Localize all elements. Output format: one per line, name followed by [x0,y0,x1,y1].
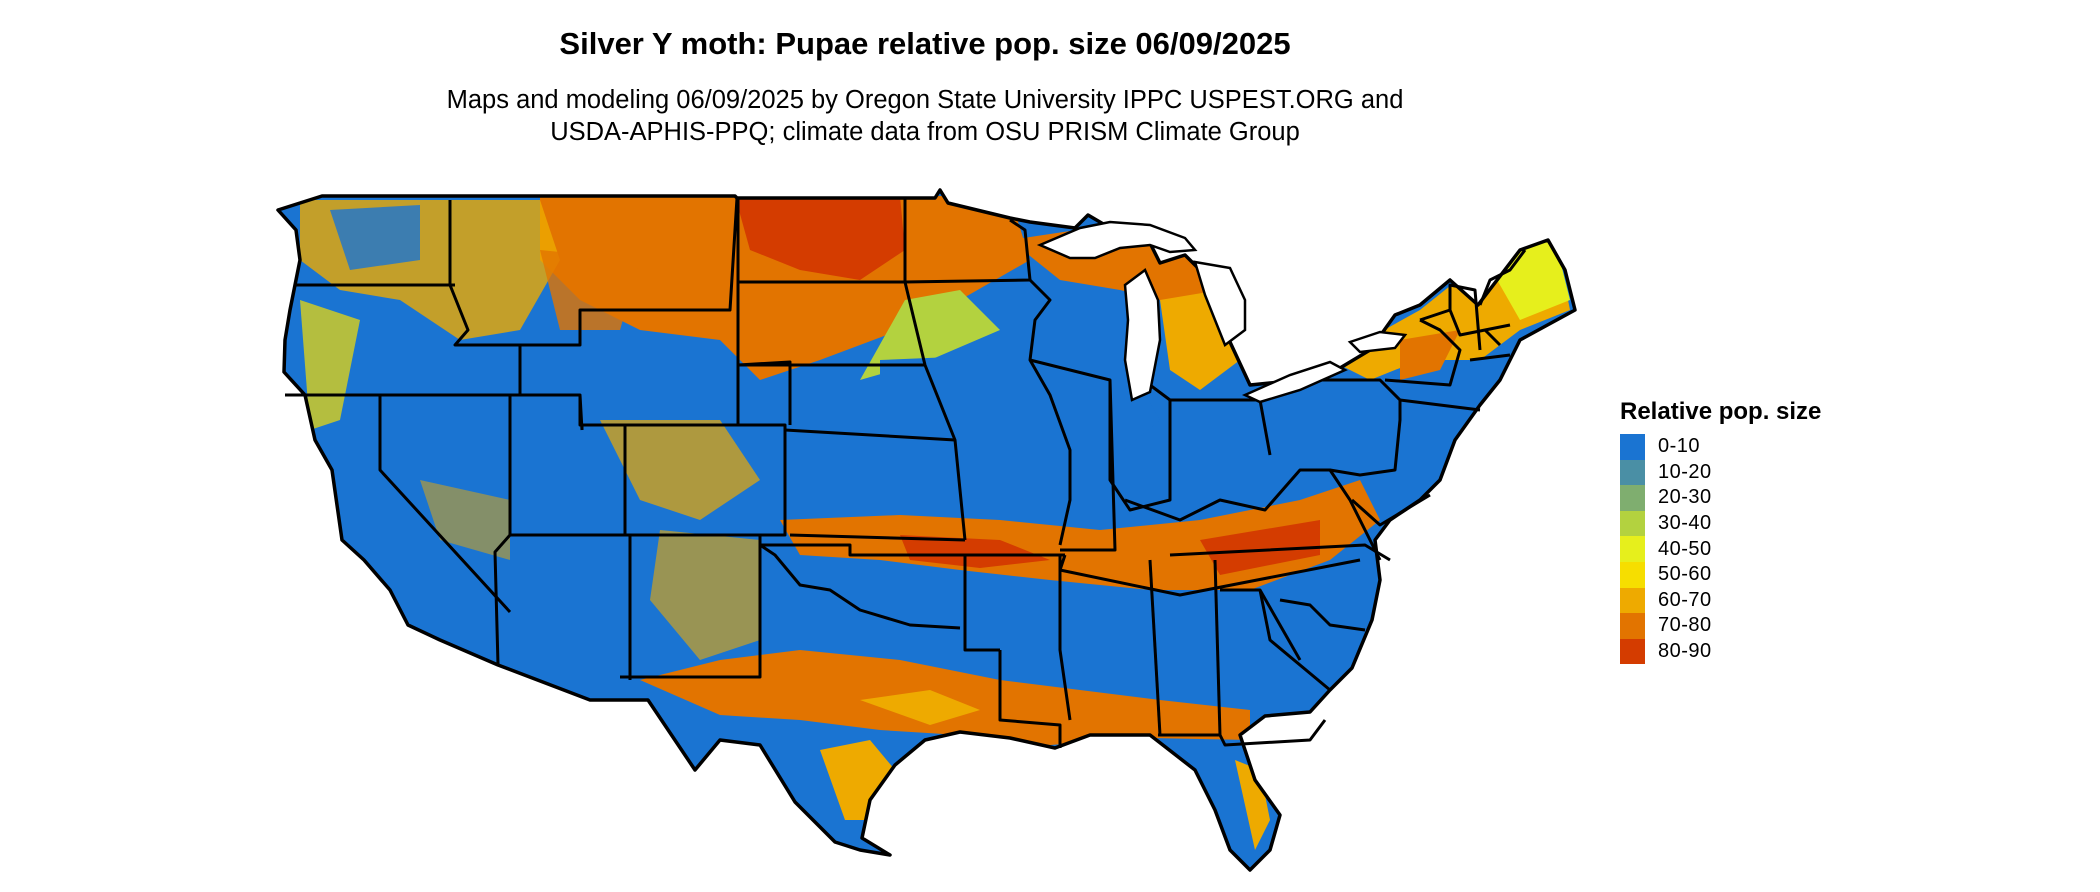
legend-item: 10-20 [1620,459,1821,486]
legend-label: 40-50 [1658,537,1712,560]
legend-swatch [1620,510,1645,537]
legend-label: 70-80 [1658,614,1712,637]
legend-swatch [1620,613,1645,639]
legend-swatch [1620,434,1645,460]
lake-ontario [1347,330,1408,354]
state-boundaries [285,197,1527,748]
legend-item: 50-60 [1620,561,1821,588]
map-title: Silver Y moth: Pupae relative pop. size … [559,26,1291,61]
legend-label: 50-60 [1658,563,1712,586]
legend-swatch [1620,561,1645,588]
legend-label: 60-70 [1658,588,1712,611]
legend-swatch [1620,536,1645,562]
great-lakes [1036,220,1408,404]
legend-swatch [1620,459,1645,486]
subtitle-line-1: Maps and modeling 06/09/2025 by Oregon S… [446,86,1404,114]
legend-item: 70-80 [1620,613,1821,639]
legend: Relative pop. size 0-10 10-20 20-30 30-4… [1620,398,1822,665]
legend-title: Relative pop. size [1620,398,1822,425]
legend-item: 30-40 [1620,510,1821,537]
legend-item: 60-70 [1620,587,1821,614]
map-subtitle: Maps and modeling 06/09/2025 by Oregon S… [0,84,1850,148]
legend-label: 20-30 [1658,486,1712,509]
legend-label: 30-40 [1658,512,1712,535]
lake-erie [1241,360,1348,404]
lake-michigan [1123,268,1162,402]
subtitle-line-2: USDA-APHIS-PPQ; climate data from OSU PR… [550,118,1300,146]
lake-huron [1193,260,1247,347]
legend-swatch [1620,638,1645,665]
legend-item: 80-90 [1620,638,1821,665]
legend-label: 10-20 [1658,460,1712,483]
legend-label: 0-10 [1658,435,1701,458]
legend-item: 0-10 [1620,434,1821,460]
legend-item: 40-50 [1620,536,1821,562]
lake-superior [1036,220,1198,260]
legend-label: 80-90 [1658,640,1712,663]
legend-swatch [1620,587,1645,614]
pop-size-heatmap [278,190,1575,870]
legend-swatch [1620,485,1645,511]
legend-item: 20-30 [1620,485,1821,511]
legend-items: 0-10 10-20 20-30 30-40 40-50 50-60 60-70… [1620,434,1821,665]
